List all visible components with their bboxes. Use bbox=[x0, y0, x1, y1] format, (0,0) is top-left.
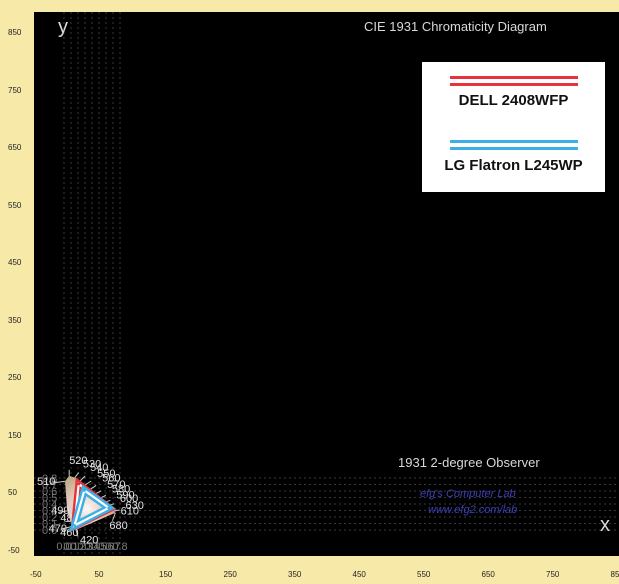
outer-bottom-tick: 650 bbox=[481, 570, 495, 579]
credit-line-1: efg's Computer Lab bbox=[420, 488, 516, 500]
outer-bottom-tick: 550 bbox=[417, 570, 431, 579]
y-tick-label: 0.8 bbox=[42, 473, 57, 485]
wavelength-tick bbox=[89, 484, 97, 490]
outer-left-tick: 650 bbox=[8, 143, 22, 152]
wavelength-label: 490 bbox=[51, 505, 69, 517]
outer-left-tick: 750 bbox=[8, 85, 22, 95]
wavelength-tick bbox=[84, 480, 92, 486]
wavelength-label: 420 bbox=[80, 535, 98, 547]
wavelength-tick bbox=[75, 529, 79, 537]
gamut-triangles bbox=[68, 477, 117, 533]
gamut-vertex bbox=[73, 523, 76, 527]
outer-left-tick: 150 bbox=[8, 430, 22, 440]
x-tick-label: 0.5 bbox=[91, 541, 106, 553]
y-tick-label: 0.2 bbox=[42, 512, 57, 524]
x-tick-label: 0.4 bbox=[84, 541, 99, 553]
outer-bottom-tick: 250 bbox=[223, 570, 237, 579]
credit-line-2: www.efg2.com/lab bbox=[428, 504, 518, 516]
y-tick-label: 0.1 bbox=[42, 519, 57, 531]
outer-bottom-tick: 150 bbox=[159, 570, 173, 579]
gamut-outline-inner bbox=[72, 488, 111, 528]
legend-swatch-dell bbox=[450, 76, 578, 79]
x-axis-letter: x bbox=[600, 514, 610, 536]
legend-label-dell: DELL 2408WFP bbox=[458, 92, 569, 109]
gamut-triangle-lg bbox=[68, 484, 116, 533]
gamut-vertex bbox=[107, 506, 111, 510]
x-tick-label: 0.8 bbox=[112, 541, 127, 553]
y-tick-label: 0.4 bbox=[42, 499, 57, 511]
wavelength-tick bbox=[79, 475, 86, 482]
wavelength-label: 470 bbox=[49, 523, 67, 535]
wavelength-label: 600 bbox=[120, 493, 138, 505]
wavelength-labels: 4204604704804905105205305405505605705805… bbox=[37, 455, 144, 547]
y-tick-label: 0.6 bbox=[42, 486, 57, 498]
wavelength-label: 590 bbox=[116, 489, 134, 501]
wavelength-label: 550 bbox=[97, 468, 115, 480]
wavelength-label: 520 bbox=[69, 455, 87, 467]
wavelength-label: 610 bbox=[121, 505, 139, 517]
y-tick-label: 0.3 bbox=[42, 506, 57, 518]
y-tick-label: 0.5 bbox=[42, 493, 57, 505]
wavelength-label: 680 bbox=[109, 520, 127, 532]
legend-label-lg: LG Flatron L245WP bbox=[444, 157, 583, 174]
outer-left-tick: 350 bbox=[8, 315, 22, 325]
y-tick-label: 0.0 bbox=[42, 525, 57, 537]
outer-bottom-tick: 750 bbox=[546, 570, 560, 579]
outer-bottom-tick: 850 bbox=[610, 570, 619, 579]
chromaticity-diagram: 0.0 0.1 0.2 0.3 0.4 0.5 0.6 0.7 0.8 0.0 0.1 0.2 0.3 0… bbox=[34, 12, 619, 556]
y-axis-letter: y bbox=[58, 16, 68, 38]
outer-bottom-tick: 50 bbox=[94, 570, 104, 579]
x-tick-label: 0.2 bbox=[70, 541, 85, 553]
outer-left-tick: 250 bbox=[8, 373, 22, 382]
legend-swatch-lg bbox=[450, 140, 578, 143]
legend: DELL 2408WFP LG Flatron L245WP bbox=[422, 62, 605, 192]
outer-left-tick: 50 bbox=[8, 488, 17, 497]
wavelength-label: 530 bbox=[83, 459, 101, 471]
outer-left-tick: 450 bbox=[8, 258, 22, 267]
wavelength-label: 510 bbox=[37, 476, 55, 488]
x-tick-label: 0.0 bbox=[56, 541, 71, 553]
wavelength-tick bbox=[113, 509, 120, 512]
outer-left-tick: 850 bbox=[8, 28, 22, 37]
outer-left-tick: 550 bbox=[8, 200, 22, 210]
diagram-title: CIE 1931 Chromaticity Diagram bbox=[364, 19, 547, 34]
wavelength-tick bbox=[59, 510, 68, 513]
wavelength-label: 540 bbox=[90, 462, 108, 474]
legend-swatch-dell bbox=[450, 83, 578, 86]
outer-bottom-tick: -50 bbox=[30, 570, 42, 579]
inner-axis-ticks: 0.00.10.20.30.40.50.60.70.80.00.10.20.30… bbox=[42, 473, 128, 553]
wavelength-label: 580 bbox=[112, 483, 130, 495]
x-tick-label: 0.7 bbox=[105, 541, 120, 553]
wavelength-tick bbox=[50, 480, 66, 484]
grid-lines bbox=[34, 12, 619, 556]
outer-bottom-tick: 350 bbox=[288, 570, 302, 579]
outer-bottom-tick: 450 bbox=[352, 570, 366, 579]
wavelength-label: 570 bbox=[107, 479, 125, 491]
observer-label: 1931 2-degree Observer bbox=[398, 455, 540, 470]
wavelength-tick bbox=[74, 472, 80, 478]
x-tick-label: 0.6 bbox=[98, 541, 113, 553]
x-tick-label: 0.3 bbox=[77, 541, 92, 553]
x-tick-label: 0.1 bbox=[63, 541, 78, 553]
legend-swatch-lg bbox=[450, 147, 578, 150]
gamut-vertex bbox=[82, 488, 86, 492]
wavelength-label: 630 bbox=[126, 500, 144, 512]
wavelength-tick bbox=[111, 512, 116, 521]
gamut-vertex bbox=[77, 482, 81, 486]
chromaticity-svg: 0.00.10.20.30.40.50.60.70.80.00.10.20.30… bbox=[34, 12, 619, 556]
wavelength-label: 560 bbox=[102, 472, 120, 484]
outer-left-tick: -50 bbox=[8, 545, 20, 555]
